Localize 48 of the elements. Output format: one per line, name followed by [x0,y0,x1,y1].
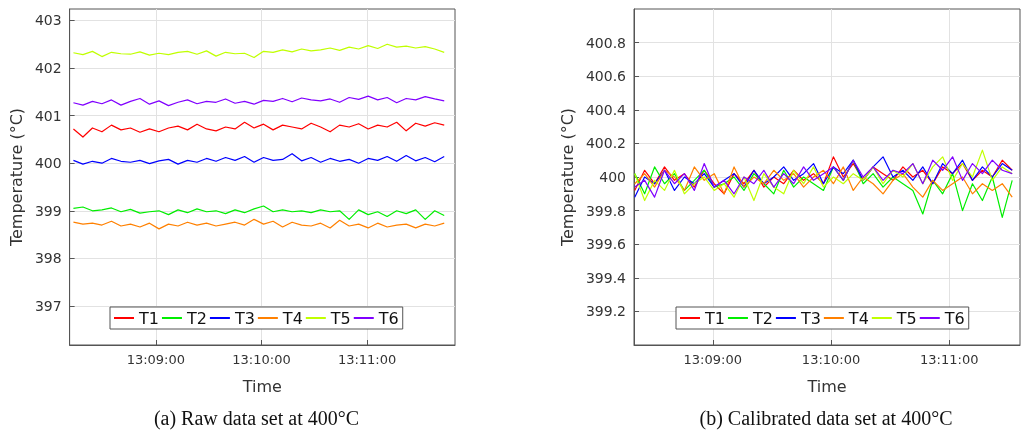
y-tick-label: 399.6 [585,236,627,253]
text: (a) Raw data set at 400°C [153,407,360,430]
line-series [72,153,445,165]
y-tick-label: 399.4 [585,269,627,286]
x-axis-title: Time [806,376,847,396]
y-axis-title: Temperature (°C) [557,107,577,248]
line-series [72,205,445,220]
x-tick-label: 13:11:00 [920,352,979,367]
legend-label: T3 [233,308,255,328]
y-tick-label: 400 [34,155,62,172]
y-tick-label: 400.4 [585,101,627,118]
y-axis-title: Temperature (°C) [6,107,26,248]
x-tick-label: 13:10:00 [801,352,861,367]
y-tick-label: 399 [34,202,62,219]
text: (b) Calibrated data set at 400°C [699,407,953,430]
y-tick-label: 403 [34,12,62,29]
y-tick-label: 398 [34,250,62,267]
legend-label: T2 [751,308,773,328]
legend-label: T5 [329,308,351,328]
legend-label: T2 [185,308,207,328]
y-tick-label: 400.2 [585,135,626,152]
line-series [634,166,1013,198]
x-tick-label: 13:10:00 [232,352,291,367]
y-tick-label: 399.2 [585,303,626,320]
x-axis-title: Time [241,376,282,396]
x-tick-label: 13:09:00 [126,352,186,367]
y-tick-label: 402 [34,60,62,77]
line-series [634,149,1013,202]
y-tick-label: 397 [34,297,62,314]
line-series [72,95,445,107]
legend-label: T1 [138,308,159,328]
legend-label: T1 [704,308,725,328]
legend-label: T6 [943,308,965,328]
y-tick-label: 400 [599,169,626,185]
legend-label: T3 [799,308,821,328]
y-tick-label: 399.8 [585,202,626,219]
legend-label: T5 [895,308,917,328]
x-tick-label: 13:11:00 [337,352,397,367]
line-series [72,121,445,138]
legend-label: T4 [281,308,303,328]
line-series [72,43,445,59]
y-tick-label: 400.6 [585,68,627,85]
y-tick-label: 401 [34,107,62,124]
y-tick-label: 400.8 [585,34,626,51]
legend-label: T6 [377,308,399,328]
legend-label: T4 [847,308,869,328]
line-series [72,218,445,230]
x-tick-label: 13:09:00 [683,352,742,367]
